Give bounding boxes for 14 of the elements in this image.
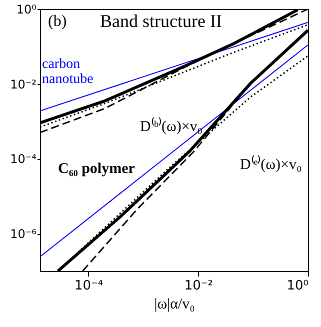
annotation: Band structure II [100,11,222,31]
y-tick-label: 10⁻⁶ [10,227,37,242]
y-tick-label: 10⁻⁴ [10,152,37,166]
y-tick-label: 10⁰ [16,2,37,16]
x-tick-label: 10⁰ [286,278,308,294]
annotation: D⁽ᵇ⁾(ω)×v₀ [140,117,203,135]
x-axis-title: |ω|α/v₀ [154,296,195,312]
x-tick-label: 10⁻⁴ [74,278,104,294]
y-tick-label: 10⁻² [10,77,37,92]
annotation: carbon nanotube [42,57,94,87]
annotation: (b) [48,13,67,30]
annotation: C₆₀ polymer [58,161,136,177]
x-tick-label: 10⁻² [184,278,213,294]
annotation: D⁽ᵉ⁾(ω)×v₀ [240,155,302,173]
